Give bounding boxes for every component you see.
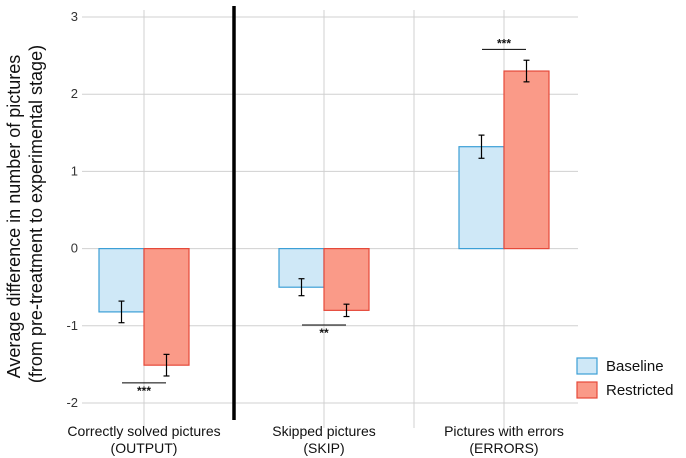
legend-label-baseline: Baseline (606, 358, 664, 375)
significance-label: *** (137, 384, 151, 398)
error-bars (118, 59, 530, 377)
x-category-label: (ERRORS) (469, 440, 538, 456)
legend-swatch-restricted (576, 381, 598, 399)
bar-restricted-1 (323, 248, 370, 311)
significance-label: ** (319, 326, 329, 340)
y-tick-label: 2 (71, 86, 78, 101)
bars (98, 70, 550, 366)
legend-swatch-baseline (576, 357, 598, 375)
x-category-label: (OUTPUT) (111, 440, 178, 456)
significance-label: *** (497, 36, 511, 50)
y-tick-label: 3 (71, 9, 78, 24)
x-category-label: (SKIP) (303, 440, 344, 456)
significance-markers: ******** (122, 36, 526, 398)
x-category-label: Pictures with errors (444, 423, 564, 439)
y-tick-label: 1 (71, 163, 78, 178)
bar-restricted-2 (503, 70, 550, 250)
y-tick-label: 0 (71, 241, 78, 256)
x-category-label: Skipped pictures (272, 423, 376, 439)
y-axis-ticks: -2 -1 0 1 2 3 (66, 9, 78, 410)
y-axis-title-line-1: Average difference in number of pictures (4, 55, 24, 379)
y-axis-title: Average difference in number of pictures… (4, 45, 46, 383)
x-category-label: Correctly solved pictures (67, 423, 220, 439)
y-tick-label: -2 (66, 395, 78, 410)
y-axis-title-line-2: (from pre-treatment to experimental stag… (26, 45, 46, 383)
bar-restricted-0 (143, 248, 190, 366)
legend-label-restricted: Restricted (606, 382, 674, 399)
x-axis-categories: Correctly solved pictures(OUTPUT) Skipped… (67, 423, 564, 456)
y-tick-label: -1 (66, 318, 78, 333)
legend: Baseline Restricted (576, 357, 674, 399)
bar-baseline-2 (458, 146, 505, 250)
